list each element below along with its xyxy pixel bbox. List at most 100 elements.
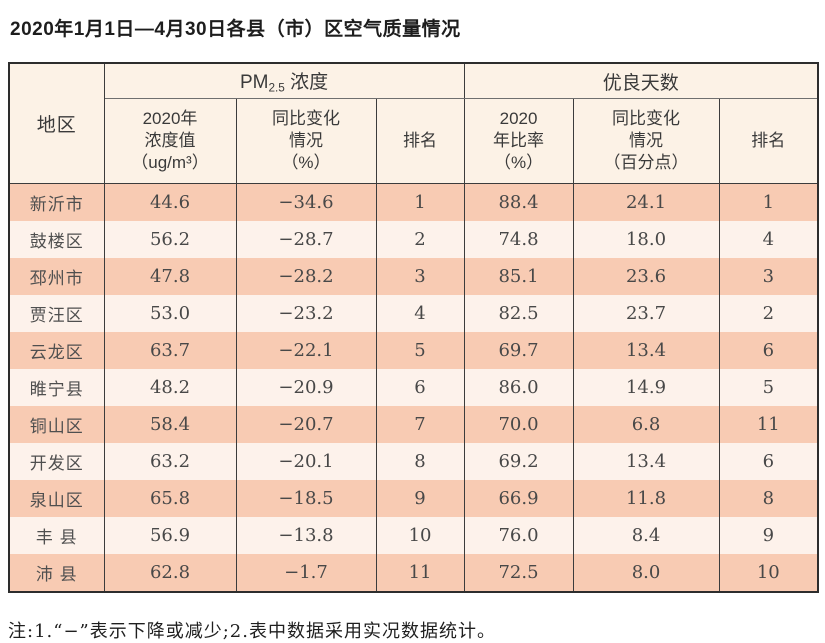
pm-change-cell: −1.7 bbox=[235, 554, 377, 592]
pm-rank-cell: 2 bbox=[375, 221, 465, 258]
good-change-cell: 14.9 bbox=[572, 369, 720, 406]
good-rank-cell: 9 bbox=[718, 517, 819, 554]
pm-change-cell: −28.7 bbox=[235, 221, 377, 258]
footnote: 注:1.“−”表示下降或减少;2.表中数据采用实况数据统计。 bbox=[8, 621, 496, 642]
good-change-cell: 23.6 bbox=[572, 258, 720, 295]
table-row: 新沂市 44.6 −34.6 1 88.4 24.1 1 bbox=[8, 183, 819, 221]
good-ratio-cell: 66.9 bbox=[463, 480, 574, 517]
region-cell: 鼓楼区 bbox=[8, 221, 105, 258]
pm-change-cell: −23.2 bbox=[235, 295, 377, 332]
pm-value-cell: 63.2 bbox=[103, 443, 237, 480]
pm-rank-cell: 3 bbox=[375, 258, 465, 295]
pm-value-cell: 62.8 bbox=[103, 554, 237, 592]
region-cell: 丰 县 bbox=[8, 517, 105, 554]
good-rank-cell: 3 bbox=[718, 258, 819, 295]
table-body: 新沂市 44.6 −34.6 1 88.4 24.1 1 鼓楼区 56.2 −2… bbox=[8, 183, 819, 592]
pm-value-cell: 44.6 bbox=[103, 183, 237, 221]
good-rank-column-header: 排名 bbox=[718, 98, 819, 184]
pm-change-cell: −34.6 bbox=[235, 183, 377, 221]
good-ratio-column-header: 2020 年比率 （%） bbox=[463, 98, 574, 184]
good-ratio-cell: 85.1 bbox=[463, 258, 574, 295]
pm-change-cell: −13.8 bbox=[235, 517, 377, 554]
good-rank-cell: 4 bbox=[718, 221, 819, 258]
pm-change-cell: −28.2 bbox=[235, 258, 377, 295]
good-ratio-cell: 70.0 bbox=[463, 406, 574, 443]
pm-rank-cell: 9 bbox=[375, 480, 465, 517]
good-ratio-cell: 69.2 bbox=[463, 443, 574, 480]
pm-rank-cell: 4 bbox=[375, 295, 465, 332]
pm-value-cell: 56.9 bbox=[103, 517, 237, 554]
air-quality-table: 地区 PM2.5 浓度 优良天数 2020年 浓度值 （ug/m³） 同比变化 … bbox=[8, 62, 820, 593]
good-ratio-cell: 88.4 bbox=[463, 183, 574, 221]
pm-rank-cell: 1 bbox=[375, 183, 465, 221]
header-group-row: 地区 PM2.5 浓度 优良天数 bbox=[8, 63, 819, 184]
pm-change-cell: −18.5 bbox=[235, 480, 377, 517]
pm-change-column-header: 同比变化 情况 （%） bbox=[235, 98, 377, 184]
region-cell: 沛 县 bbox=[8, 554, 105, 592]
table-row: 泉山区 65.8 −18.5 9 66.9 11.8 8 bbox=[8, 480, 819, 517]
region-column-header: 地区 bbox=[8, 63, 105, 184]
table-row: 鼓楼区 56.2 −28.7 2 74.8 18.0 4 bbox=[8, 221, 819, 258]
good-change-cell: 23.7 bbox=[572, 295, 720, 332]
table-row: 云龙区 63.7 −22.1 5 69.7 13.4 6 bbox=[8, 332, 819, 369]
region-cell: 铜山区 bbox=[8, 406, 105, 443]
good-days-group-header: 优良天数 bbox=[463, 63, 819, 99]
pm-rank-cell: 11 bbox=[375, 554, 465, 592]
good-ratio-cell: 72.5 bbox=[463, 554, 574, 592]
pm-rank-cell: 6 bbox=[375, 369, 465, 406]
good-change-cell: 8.0 bbox=[572, 554, 720, 592]
page: 2020年1月1日—4月30日各县（市）区空气质量情况 地区 PM2.5 浓度 … bbox=[8, 19, 820, 642]
pm-change-cell: −20.9 bbox=[235, 369, 377, 406]
good-change-cell: 11.8 bbox=[572, 480, 720, 517]
pm-value-cell: 48.2 bbox=[103, 369, 237, 406]
pm-rank-cell: 8 bbox=[375, 443, 465, 480]
table-row: 丰 县 56.9 −13.8 10 76.0 8.4 9 bbox=[8, 517, 819, 554]
good-ratio-cell: 74.8 bbox=[463, 221, 574, 258]
pm-change-cell: −22.1 bbox=[235, 332, 377, 369]
region-cell: 开发区 bbox=[8, 443, 105, 480]
table-row: 开发区 63.2 −20.1 8 69.2 13.4 6 bbox=[8, 443, 819, 480]
pm-value-cell: 63.7 bbox=[103, 332, 237, 369]
pm-change-cell: −20.1 bbox=[235, 443, 377, 480]
page-title: 2020年1月1日—4月30日各县（市）区空气质量情况 bbox=[10, 19, 461, 40]
pm-value-cell: 58.4 bbox=[103, 406, 237, 443]
good-rank-cell: 11 bbox=[718, 406, 819, 443]
good-ratio-cell: 82.5 bbox=[463, 295, 574, 332]
good-change-column-header: 同比变化 情况 （百分点） bbox=[572, 98, 720, 184]
pm-rank-cell: 10 bbox=[375, 517, 465, 554]
good-ratio-cell: 86.0 bbox=[463, 369, 574, 406]
good-change-cell: 8.4 bbox=[572, 517, 720, 554]
table-row: 邳州市 47.8 −28.2 3 85.1 23.6 3 bbox=[8, 258, 819, 295]
good-change-cell: 13.4 bbox=[572, 443, 720, 480]
table-row: 睢宁县 48.2 −20.9 6 86.0 14.9 5 bbox=[8, 369, 819, 406]
pm25-group-header: PM2.5 浓度 bbox=[103, 63, 465, 99]
good-change-cell: 13.4 bbox=[572, 332, 720, 369]
region-cell: 贾汪区 bbox=[8, 295, 105, 332]
good-rank-cell: 5 bbox=[718, 369, 819, 406]
good-rank-cell: 1 bbox=[718, 183, 819, 221]
pm-value-cell: 65.8 bbox=[103, 480, 237, 517]
table-header: 地区 PM2.5 浓度 优良天数 2020年 浓度值 （ug/m³） 同比变化 … bbox=[8, 63, 819, 184]
good-change-cell: 24.1 bbox=[572, 183, 720, 221]
pm-rank-cell: 7 bbox=[375, 406, 465, 443]
pm-change-cell: −20.7 bbox=[235, 406, 377, 443]
header-sub-row: 2020年 浓度值 （ug/m³） 同比变化 情况 （%） 排名 2020 年比… bbox=[9, 98, 819, 184]
good-change-cell: 18.0 bbox=[572, 221, 720, 258]
pm25-label-prefix: PM bbox=[239, 72, 269, 94]
table-row: 贾汪区 53.0 −23.2 4 82.5 23.7 2 bbox=[8, 295, 819, 332]
good-rank-cell: 10 bbox=[718, 554, 819, 592]
pm-value-cell: 53.0 bbox=[103, 295, 237, 332]
pm25-label-suffix: 浓度 bbox=[284, 72, 329, 94]
good-change-cell: 6.8 bbox=[572, 406, 720, 443]
region-cell: 云龙区 bbox=[8, 332, 105, 369]
pm-value-column-header: 2020年 浓度值 （ug/m³） bbox=[103, 98, 237, 184]
good-rank-cell: 2 bbox=[718, 295, 819, 332]
good-rank-cell: 8 bbox=[718, 480, 819, 517]
region-cell: 邳州市 bbox=[8, 258, 105, 295]
good-ratio-cell: 76.0 bbox=[463, 517, 574, 554]
pm-rank-cell: 5 bbox=[375, 332, 465, 369]
region-cell: 泉山区 bbox=[8, 480, 105, 517]
pm-value-cell: 56.2 bbox=[103, 221, 237, 258]
good-rank-cell: 6 bbox=[718, 332, 819, 369]
table-row: 沛 县 62.8 −1.7 11 72.5 8.0 10 bbox=[8, 554, 819, 592]
